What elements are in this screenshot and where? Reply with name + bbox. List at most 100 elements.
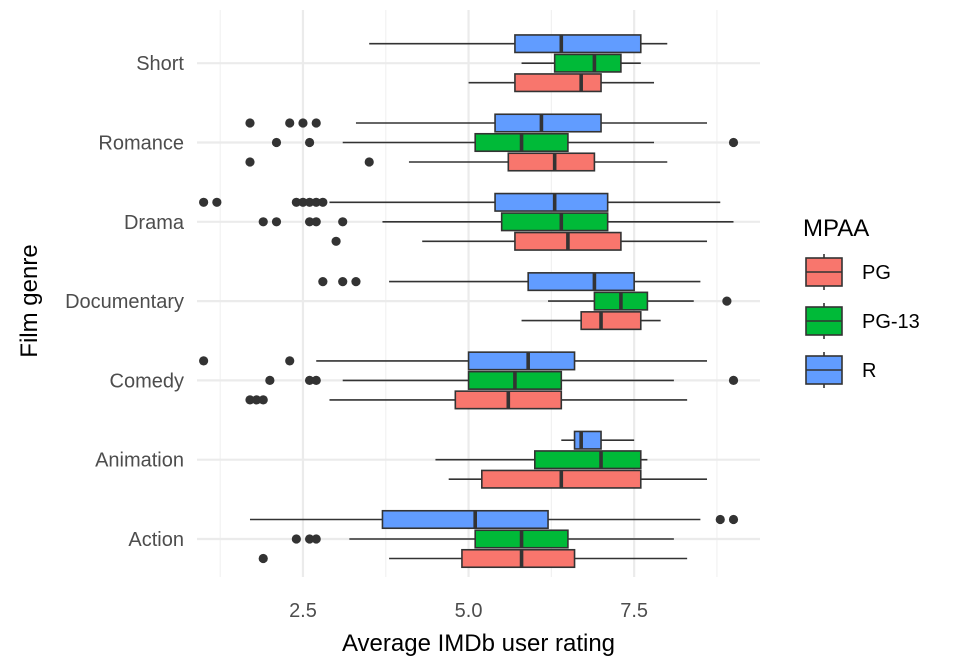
outlier-point [305, 217, 315, 227]
x-tick-label: 2.5 [289, 600, 317, 622]
outlier-point [199, 197, 209, 207]
box-iqr [553, 53, 622, 73]
box-iqr [461, 548, 576, 569]
legend-label: PG [862, 262, 891, 284]
outlier-point [331, 236, 341, 246]
box-R-Romance [245, 113, 708, 133]
box-PG-Action [258, 548, 688, 569]
outlier-point [271, 137, 282, 148]
outlier-point [728, 137, 739, 148]
outlier-point [311, 217, 321, 227]
outlier-point [728, 514, 739, 525]
y-axis-title: Film genre [16, 244, 43, 357]
outlier-point [265, 375, 275, 385]
y-tick-label: Short [136, 53, 184, 75]
box-PG-Documentary [521, 311, 661, 331]
x-axis-title: Average IMDb user rating [342, 630, 615, 657]
outlier-point [311, 197, 321, 207]
outlier-point [318, 197, 328, 207]
outlier-point [728, 375, 739, 385]
box-R-Comedy [199, 351, 708, 371]
legend-title: MPAA [803, 215, 869, 242]
outlier-point [305, 375, 315, 385]
outlier-point [291, 534, 301, 544]
outlier-point [311, 375, 321, 385]
box-iqr [533, 450, 642, 470]
box-PG-13-Comedy [265, 370, 739, 390]
y-tick-label: Documentary [65, 291, 184, 313]
box-iqr [381, 509, 549, 530]
box-R-Short [369, 34, 668, 54]
outlier-point [298, 197, 308, 207]
outlier-point [258, 553, 268, 564]
y-tick-label: Animation [95, 450, 184, 472]
box-R-Documentary [318, 272, 701, 292]
outlier-point [311, 534, 321, 544]
tick-layer: 2.5 5.0 7.5 Action Animation Comedy Documentar… [65, 53, 648, 622]
outlier-point [199, 356, 209, 366]
box-iqr [507, 152, 596, 172]
box-iqr [580, 311, 642, 331]
box-PG-Romance [245, 152, 668, 172]
box-iqr [514, 73, 602, 93]
box-PG-13-Documentary [548, 291, 732, 311]
outlier-point [305, 137, 315, 148]
outlier-point [364, 157, 374, 167]
outlier-point [291, 197, 301, 207]
box-iqr [494, 192, 609, 212]
outlier-point [271, 217, 282, 227]
outlier-point [318, 277, 328, 287]
legend-item-PG: PG [805, 254, 891, 290]
outlier-point [245, 395, 255, 405]
outlier-point [285, 356, 295, 366]
outlier-point [252, 395, 262, 405]
outlier-point [245, 118, 255, 128]
y-tick-label: Action [128, 529, 184, 551]
outlier-point [245, 157, 255, 167]
box-iqr [527, 272, 635, 292]
outlier-point [305, 197, 315, 207]
x-tick-label: 5.0 [455, 600, 483, 622]
box-PG-13-Action [291, 529, 674, 549]
outlier-point [351, 277, 361, 287]
outlier-point [722, 296, 732, 306]
box-iqr [500, 212, 609, 232]
box-iqr [494, 113, 602, 133]
box-iqr [467, 351, 576, 371]
outlier-point [305, 534, 315, 544]
box-PG-13-Short [521, 53, 641, 73]
legend: MPAA PG PG-13 R [803, 215, 920, 388]
y-tick-label: Drama [124, 212, 185, 234]
legend-item-PG-13: PG-13 [805, 303, 920, 339]
legend-item-R: R [805, 352, 876, 388]
box-PG-13-Romance [271, 132, 739, 153]
outlier-point [258, 395, 268, 405]
box-PG-Drama [331, 231, 708, 251]
box-iqr [573, 430, 602, 450]
box-PG-Short [468, 73, 655, 93]
box-PG-Comedy [245, 390, 688, 410]
box-R-Action [249, 509, 739, 530]
box-PG-Animation [448, 469, 708, 489]
y-tick-label: Comedy [110, 370, 184, 392]
outlier-point [285, 118, 295, 128]
outlier-point [258, 217, 268, 227]
outlier-point [338, 277, 348, 287]
box-layer [199, 34, 739, 569]
box-PG-13-Animation [435, 450, 648, 470]
outlier-point [212, 197, 222, 207]
y-tick-label: Romance [98, 133, 184, 155]
box-R-Animation [561, 430, 635, 450]
outlier-point [338, 217, 348, 227]
outlier-point [715, 514, 725, 525]
legend-label: PG-13 [862, 311, 920, 333]
box-iqr [514, 34, 642, 54]
outlier-point [311, 118, 321, 128]
outlier-point [298, 118, 308, 128]
x-tick-label: 7.5 [620, 600, 648, 622]
legend-label: R [862, 360, 876, 382]
grid-layer [197, 10, 760, 577]
box-PG-13-Drama [258, 212, 734, 232]
